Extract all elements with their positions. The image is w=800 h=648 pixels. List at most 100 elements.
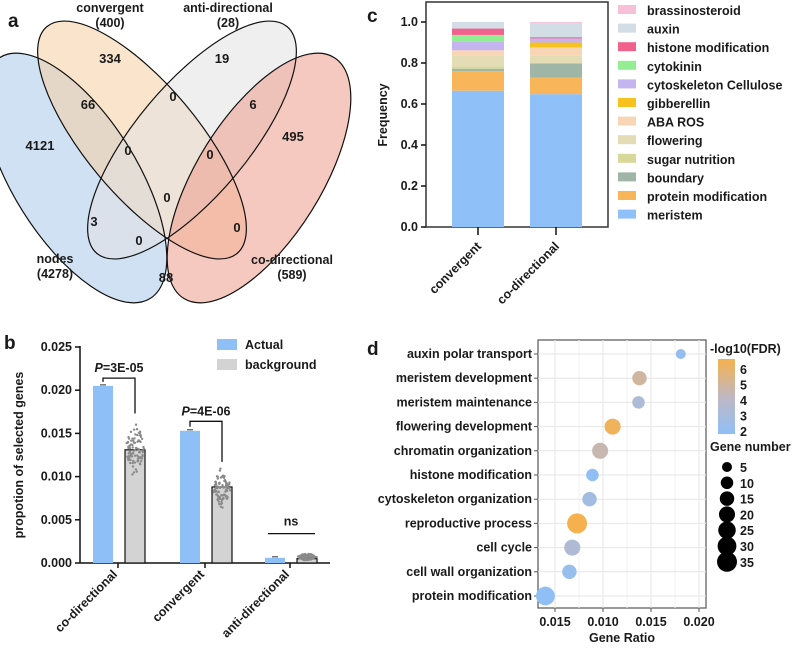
stack-segment-gibberellin <box>530 42 582 48</box>
background-point <box>304 555 307 558</box>
background-point <box>217 490 220 493</box>
p-value: =4E-06 <box>190 404 231 418</box>
x-tick-label: convergent <box>150 567 208 625</box>
venn-region-count: 6 <box>249 97 256 112</box>
venn-set-count: (4278) <box>37 267 73 281</box>
term-label: flowering development <box>396 420 533 434</box>
data-point <box>604 418 621 435</box>
background-point <box>141 450 145 454</box>
background-point <box>228 489 232 492</box>
background-point <box>132 439 135 442</box>
background-point <box>128 461 132 465</box>
bar-actual <box>180 430 200 563</box>
background-point <box>212 490 215 494</box>
background-point <box>132 449 135 453</box>
panel-label-c: c <box>367 6 378 27</box>
x-tick-label: 0.020 <box>683 615 714 629</box>
venn-set-count: (400) <box>95 16 124 30</box>
legend-label: cytokinin <box>647 60 702 74</box>
bar-background <box>124 449 146 564</box>
venn-set-name: convergent <box>76 1 144 15</box>
stack-segment-meristem <box>452 90 504 227</box>
term-label: meristem maintenance <box>397 395 533 409</box>
background-point <box>129 439 133 442</box>
plot-frame <box>425 1 609 228</box>
venn-region-count: 0 <box>163 190 170 205</box>
background-point <box>214 480 217 484</box>
background-point <box>132 441 136 444</box>
x-tick-label: convergent <box>427 239 485 297</box>
legend-label: protein modification <box>647 190 767 204</box>
venn-set-count: (28) <box>217 16 239 30</box>
venn-region-count: 66 <box>81 97 95 112</box>
color-legend-tick: 2 <box>740 425 747 439</box>
background-point <box>138 431 142 435</box>
venn-diagram: 4121 334 19 495 66 0 6 0 0 0 3 0 0 88 nodes(4278) conve… <box>0 1 352 304</box>
background-point <box>136 457 140 461</box>
legend-swatch <box>618 42 636 52</box>
y-tick-label: 0.010 <box>41 470 72 484</box>
y-axis-label: Frequency <box>376 83 390 146</box>
venn-set-outline <box>166 52 352 304</box>
stack-segment-aba-ros <box>452 50 504 56</box>
term-label: protein modification <box>412 589 532 603</box>
color-legend-tick: 5 <box>740 379 747 393</box>
background-point <box>135 470 138 473</box>
legend-label: histone modification <box>647 41 769 55</box>
legend-swatch <box>618 98 636 107</box>
y-tick-label: 0.4 <box>401 138 418 152</box>
background-point <box>215 493 218 496</box>
size-legend-dot <box>719 491 735 506</box>
background-point <box>131 437 134 440</box>
stacked-bar-chart-c: 0.0 0.2 0.4 0.6 0.8 1.0 Frequency convergent co-… <box>376 1 783 307</box>
p-value: =3E-05 <box>103 361 144 375</box>
significance-bracket <box>102 377 136 414</box>
background-point <box>308 555 311 558</box>
venn-set-fill <box>167 53 351 303</box>
p-value-label: P=3E-05 <box>95 361 144 375</box>
y-tick-label: 0.0 <box>401 220 418 234</box>
background-point <box>216 485 220 488</box>
legend-swatch <box>618 172 636 182</box>
stack-segment-protein-modification <box>452 71 504 91</box>
background-point <box>223 475 226 478</box>
legend-swatch <box>618 135 636 145</box>
background-point <box>223 493 227 497</box>
legend-swatch <box>618 23 636 33</box>
background-point <box>306 553 309 557</box>
venn-region-count: 0 <box>135 233 142 248</box>
p-value-label: P=4E-06 <box>182 404 231 418</box>
background-point <box>135 428 139 431</box>
stack-segment-histone-modification <box>530 37 582 39</box>
venn-region-count: 88 <box>159 270 173 285</box>
bar-chart-b: 0.000 0.005 0.010 0.015 0.020 0.025 propotion … <box>12 338 330 640</box>
background-point <box>226 483 230 487</box>
background-point <box>140 460 143 463</box>
term-label: chromatin organization <box>394 444 532 458</box>
y-tick-label: 0.005 <box>41 513 72 527</box>
data-point <box>632 370 647 386</box>
stack-segment-flowering <box>452 55 504 67</box>
legend-label: background <box>245 358 317 372</box>
background-point <box>214 489 218 493</box>
venn-region-count: 3 <box>90 214 97 229</box>
venn-region-count: 0 <box>124 143 131 158</box>
bar-actual <box>93 385 113 563</box>
size-legend-tick: 30 <box>740 540 754 554</box>
size-legend-tick: 35 <box>740 556 754 570</box>
y-tick-label: 0.6 <box>401 97 418 111</box>
background-point <box>222 497 225 500</box>
p-prefix: P <box>182 404 191 418</box>
background-point <box>225 482 228 485</box>
legend-label: meristem <box>647 209 703 223</box>
background-point <box>296 555 300 558</box>
background-point <box>219 467 222 470</box>
background-point <box>128 450 132 453</box>
background-point <box>131 452 135 455</box>
legend-swatch <box>217 359 237 370</box>
venn-region-count: 4121 <box>26 138 55 153</box>
data-point <box>592 442 609 459</box>
background-point <box>301 556 304 560</box>
size-legend-dot <box>717 551 737 572</box>
background-point <box>216 477 220 480</box>
